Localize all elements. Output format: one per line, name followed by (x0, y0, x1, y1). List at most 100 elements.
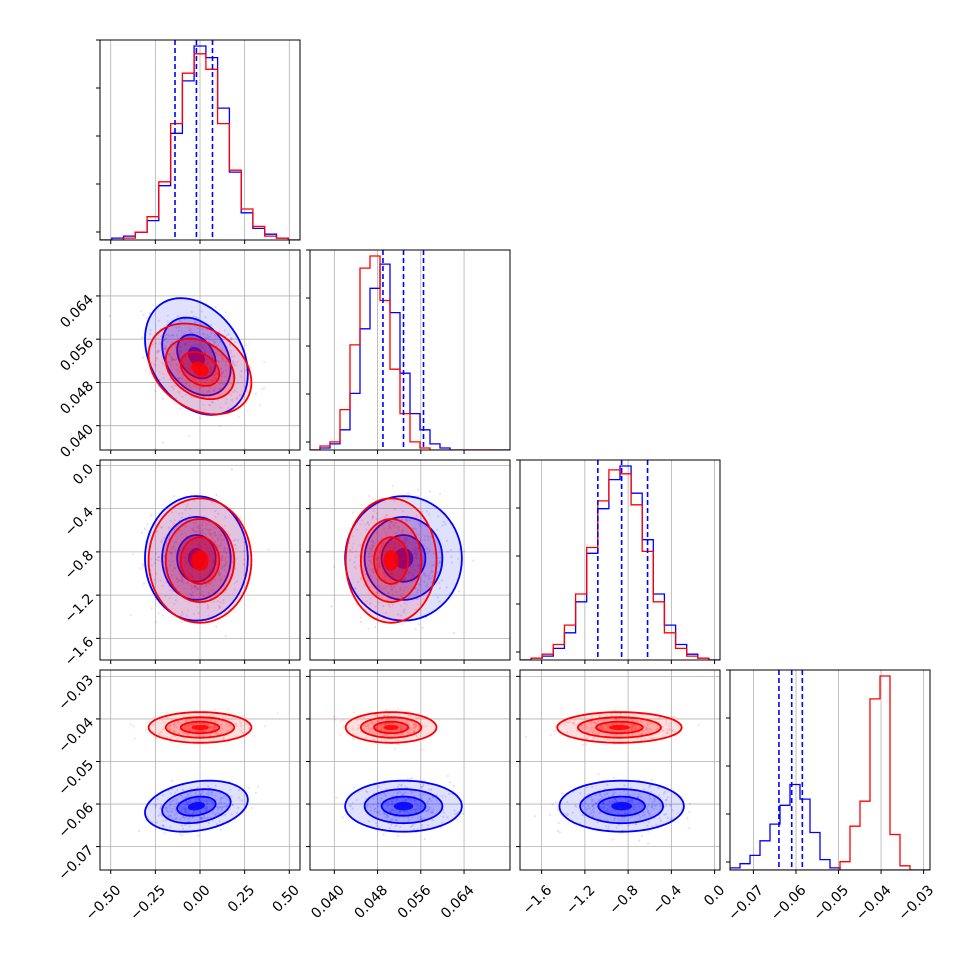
scatter-point (176, 789, 179, 792)
scatter-point (603, 737, 606, 740)
scatter-point (395, 532, 398, 535)
scatter-point (186, 343, 189, 346)
scatter-point (174, 598, 177, 602)
scatter-point (632, 801, 635, 804)
contour-line (161, 515, 232, 601)
scatter-point (238, 789, 241, 792)
scatter-point (657, 794, 660, 797)
scatter-point (450, 555, 453, 558)
scatter-point (168, 728, 171, 731)
scatter-panel-2-0 (100, 460, 300, 660)
scatter-point (170, 810, 174, 813)
scatter-point (190, 588, 193, 591)
scatter-point (409, 570, 412, 573)
scatter-point (192, 811, 195, 815)
scatter-point (195, 343, 198, 346)
scatter-point (220, 367, 223, 370)
scatter-point (185, 569, 188, 572)
scatter-point (218, 820, 221, 823)
scatter-point (185, 801, 188, 804)
scatter-point (204, 569, 207, 572)
scatter-point (174, 549, 177, 552)
scatter-point (185, 358, 188, 361)
scatter-point (239, 516, 242, 519)
scatter-point (407, 714, 410, 717)
scatter-point (395, 729, 398, 732)
scatter-point (169, 803, 172, 806)
scatter-point (172, 388, 175, 391)
scatter-point (178, 584, 181, 587)
scatter-point (154, 359, 157, 363)
scatter-point (398, 728, 401, 731)
scatter-point (452, 632, 456, 635)
scatter-point (423, 545, 426, 548)
scatter-point (199, 576, 202, 580)
scatter-point (183, 356, 186, 359)
scatter-point (362, 572, 366, 575)
scatter-point (388, 520, 391, 523)
scatter-point (389, 547, 392, 550)
scatter-point (599, 714, 602, 717)
scatter-point (371, 720, 374, 724)
scatter-point (353, 786, 356, 789)
scatter-point (224, 562, 227, 566)
scatter-point (210, 564, 213, 567)
scatter-point (365, 790, 368, 793)
scatter-point (413, 552, 416, 555)
scatter-point (161, 562, 164, 566)
scatter-point (205, 516, 209, 520)
scatter-point (376, 591, 379, 594)
scatter-point (393, 547, 396, 550)
scatter-point (198, 730, 201, 733)
scatter-point (205, 522, 208, 526)
scatter-point (168, 353, 172, 356)
scatter-point (213, 356, 216, 360)
scatter-point (184, 563, 187, 566)
scatter-point (630, 799, 634, 802)
scatter-point (202, 394, 206, 397)
scatter-point (369, 601, 372, 605)
scatter-point (236, 539, 240, 542)
scatter-point (209, 719, 212, 722)
scatter-point (372, 723, 375, 726)
scatter-point (182, 789, 185, 792)
scatter-point (174, 807, 177, 810)
scatter-point (603, 718, 606, 722)
scatter-point (263, 387, 266, 390)
scatter-point (224, 715, 227, 719)
scatter-point (201, 347, 204, 350)
scatter-point (187, 554, 190, 557)
scatter-point (613, 798, 617, 801)
scatter-point (191, 719, 194, 722)
scatter-point (150, 514, 153, 517)
scatter-point (184, 343, 187, 347)
scatter-point (406, 710, 409, 713)
scatter-point (372, 540, 375, 543)
scatter-point (668, 724, 671, 728)
scatter-point (411, 527, 414, 530)
scatter-point (335, 796, 338, 799)
scatter-point (400, 792, 403, 795)
scatter-point (194, 798, 197, 801)
scatter-point (151, 343, 154, 346)
scatter-point (403, 799, 406, 802)
scatter-point (368, 729, 371, 733)
scatter-point (393, 575, 397, 578)
scatter-point (663, 790, 667, 793)
scatter-point (134, 737, 137, 740)
scatter-point (648, 812, 651, 815)
scatter-point (208, 532, 212, 535)
scatter-point (197, 543, 200, 546)
scatter-point (403, 601, 406, 605)
scatter-point (191, 586, 195, 589)
scatter-point (364, 523, 367, 526)
scatter-point (233, 389, 236, 392)
scatter-point (394, 546, 397, 549)
scatter-point (186, 803, 190, 806)
scatter-point (213, 725, 216, 728)
scatter-point (187, 726, 190, 730)
scatter-point (142, 582, 145, 585)
scatter-point (571, 721, 575, 725)
scatter-point (202, 332, 205, 336)
scatter-point (182, 731, 185, 734)
